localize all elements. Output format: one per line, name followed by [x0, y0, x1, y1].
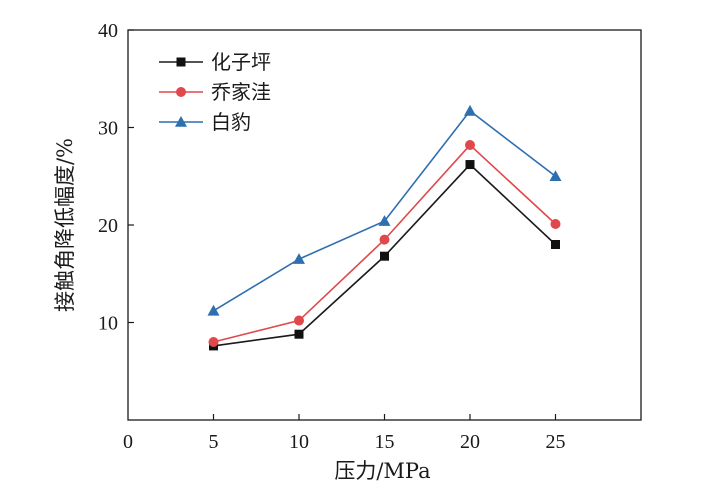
x-tick-label: 15 [375, 431, 395, 453]
y-tick-label: 20 [98, 215, 118, 237]
series-line [213, 109, 556, 312]
legend-item: 乔家洼 [159, 80, 271, 104]
series-3 [207, 104, 562, 316]
data-point [294, 315, 304, 326]
y-axis-title: 接触角降低幅度/% [53, 138, 77, 312]
legend-item: 白豹 [159, 110, 251, 134]
data-point [378, 215, 391, 226]
data-point [465, 160, 475, 170]
data-point [176, 87, 186, 97]
x-tick-label: 0 [123, 431, 133, 453]
series-2 [208, 140, 561, 347]
series-layer [207, 104, 562, 351]
legend-label: 白豹 [211, 110, 251, 134]
data-point [550, 219, 561, 230]
x-tick-label: 10 [289, 431, 309, 453]
legend-label: 化子坪 [211, 50, 271, 74]
axes: 0 5 10 15 20 25 10 20 30 40 [98, 20, 642, 453]
data-point [294, 329, 304, 339]
data-point [549, 170, 562, 182]
data-point [380, 251, 389, 261]
y-tick-label: 10 [98, 313, 118, 335]
y-tick-label: 30 [98, 118, 118, 140]
x-axis-title: 压力/MPa [334, 459, 430, 483]
data-point [293, 253, 305, 264]
data-point [208, 337, 219, 347]
data-point [464, 104, 476, 116]
data-point [207, 304, 220, 316]
series-1 [209, 160, 560, 351]
x-tick-label: 5 [209, 431, 219, 453]
data-point [176, 57, 186, 67]
data-point [551, 240, 560, 249]
y-tick-label: 40 [98, 20, 118, 42]
data-point [175, 116, 187, 127]
legend-label: 乔家洼 [211, 80, 271, 104]
x-tick-label: 20 [460, 431, 480, 453]
data-point [465, 140, 475, 151]
data-point [379, 234, 390, 245]
x-tick-label: 25 [546, 431, 566, 453]
legend-item: 化子坪 [159, 50, 271, 74]
